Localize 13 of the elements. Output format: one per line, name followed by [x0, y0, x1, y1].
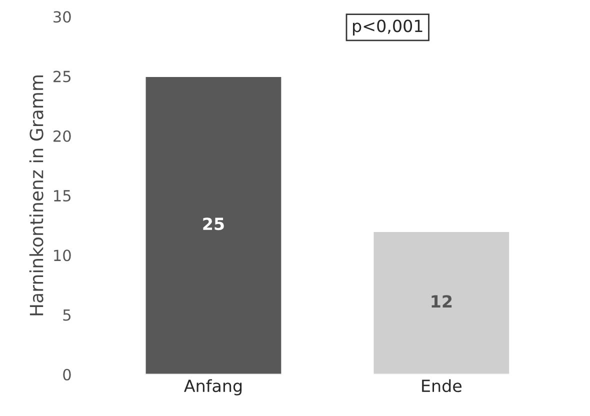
y-tick-label: 25 [54, 70, 71, 82]
annotation: p<0,001 [353, 20, 422, 36]
y-tick-label: 15 [54, 190, 71, 202]
y-axis-title: Harninkontinenz in Gramm [29, 75, 44, 316]
y-tick-label: 20 [54, 130, 71, 142]
y-tick-label: 0 [63, 368, 71, 380]
x-tick-label: Anfang [184, 379, 242, 396]
y-tick-label: 10 [54, 250, 71, 262]
y-tick-label: 5 [63, 309, 71, 321]
data-label: 25 [203, 218, 224, 230]
data-label: 12 [432, 295, 452, 308]
y-tick-label: 30 [54, 11, 71, 23]
x-tick-label: Ende [422, 379, 462, 392]
